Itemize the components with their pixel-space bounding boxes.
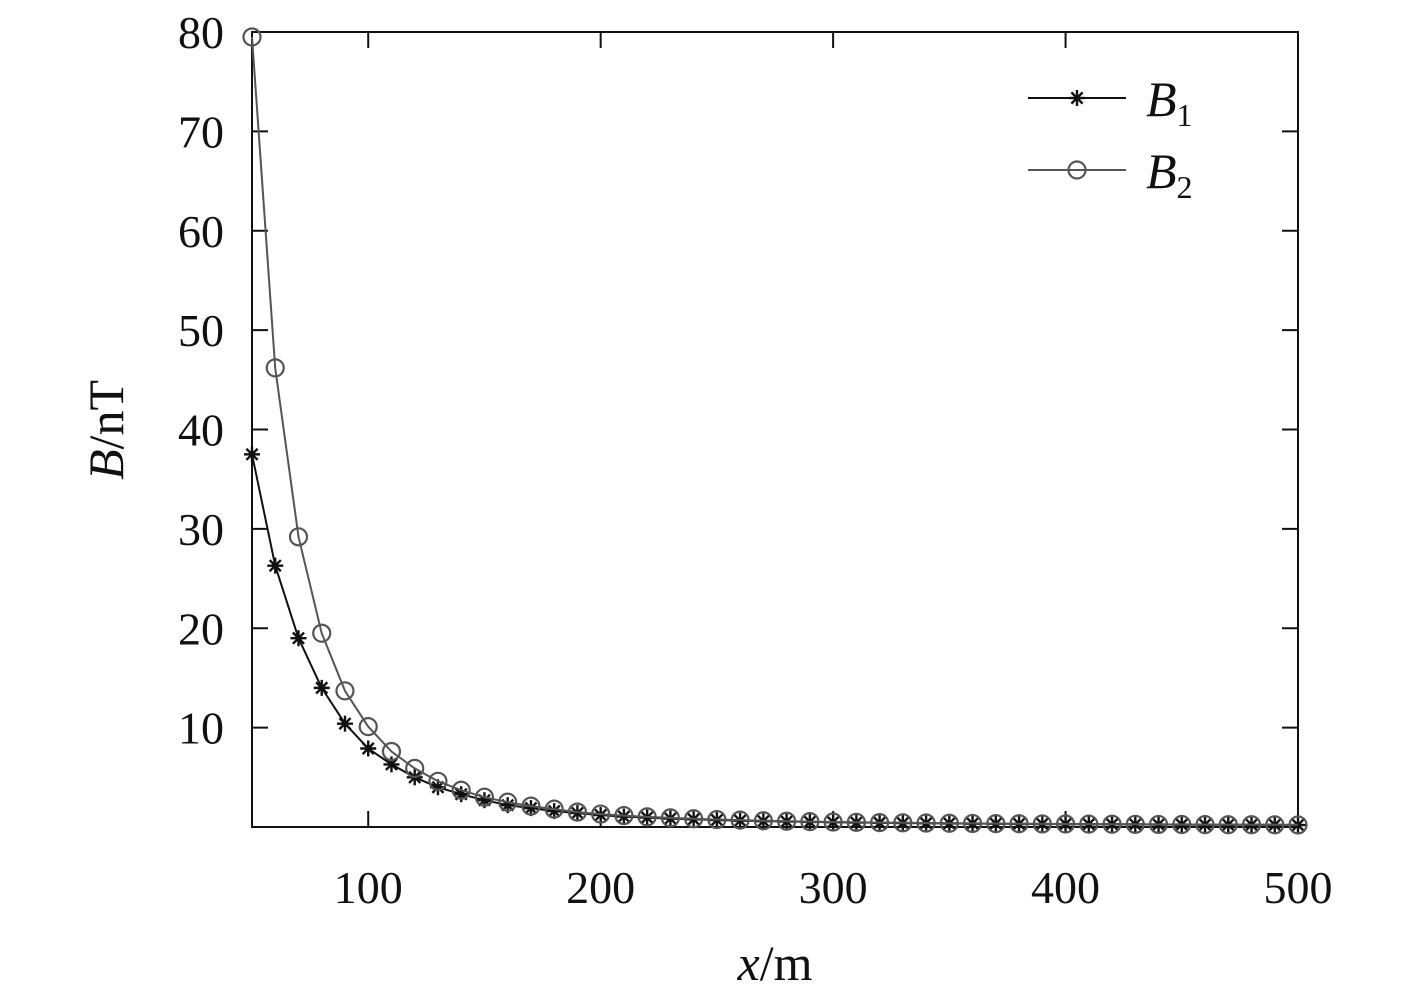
point-B2-500	[1288, 815, 1308, 835]
point-B2-170	[521, 796, 541, 816]
y-axis-label: B/nT	[78, 380, 134, 480]
point-B2-220	[637, 807, 657, 827]
point-B2-70	[288, 527, 309, 547]
point-B2-150	[474, 787, 495, 807]
legend-item-B1: B1	[1028, 71, 1193, 133]
y-tick-label-70: 70	[178, 106, 224, 157]
axis-ticks: 100 200 300 400 500 10 20 30 40 50 60 70 80	[178, 7, 1333, 913]
point-B2-200	[591, 804, 611, 824]
point-B2-400	[1055, 814, 1076, 834]
point-B2-320	[869, 813, 890, 833]
point-B1-90	[336, 715, 353, 732]
point-B2-490	[1265, 815, 1285, 835]
point-B2-330	[893, 813, 913, 833]
point-B2-90	[335, 681, 355, 701]
point-B2-60	[265, 358, 285, 378]
point-B2-470	[1218, 815, 1238, 835]
point-B2-380	[1009, 814, 1029, 834]
point-B2-270	[753, 811, 773, 831]
legend-item-B2: B2	[1028, 143, 1193, 205]
point-B2-420	[1102, 814, 1122, 834]
point-B2-230	[660, 808, 681, 828]
point-B2-160	[498, 792, 518, 812]
point-B2-370	[986, 814, 1006, 834]
point-B2-240	[684, 809, 704, 829]
point-B1-180	[546, 803, 563, 820]
x-tick-label-400: 400	[1031, 862, 1100, 913]
x-tick-label-100: 100	[334, 862, 403, 913]
legend-marker	[1067, 160, 1087, 180]
point-B2-50	[242, 27, 262, 47]
point-B2-300	[823, 812, 843, 832]
point-B2-260	[730, 810, 750, 830]
series-line-B1	[251, 454, 1299, 826]
series-layer	[242, 27, 1308, 835]
y-tick-label-50: 50	[178, 305, 224, 356]
point-B1-70	[290, 630, 307, 647]
point-B2-210	[614, 805, 634, 826]
point-B2-460	[1195, 815, 1215, 835]
point-B2-280	[777, 811, 797, 831]
point-B2-250	[707, 809, 727, 830]
point-B2-100	[358, 717, 378, 737]
point-B1-80	[313, 679, 330, 696]
legend-label: B2	[1146, 143, 1193, 205]
point-B2-440	[1148, 814, 1169, 835]
series-line-B2	[251, 36, 1299, 826]
y-tick-label-40: 40	[178, 405, 224, 456]
point-B2-310	[846, 812, 866, 832]
x-tick-label-200: 200	[566, 862, 635, 913]
point-B2-340	[916, 813, 936, 833]
point-B2-450	[1172, 814, 1192, 835]
y-tick-label-60: 60	[178, 206, 224, 257]
x-tick-label-300: 300	[799, 862, 868, 913]
legend-marker	[1069, 90, 1085, 106]
series-B2	[242, 27, 1308, 835]
legend-label: B1	[1146, 71, 1193, 133]
point-B2-180	[544, 799, 564, 819]
point-B2-360	[962, 813, 983, 834]
point-B2-120	[405, 758, 425, 778]
x-axis-label: x/m	[737, 935, 813, 991]
y-tick-label-30: 30	[178, 504, 224, 555]
point-B2-140	[451, 780, 471, 800]
x-tick-label-500: 500	[1264, 862, 1333, 913]
y-tick-label-20: 20	[178, 603, 224, 654]
point-B2-480	[1241, 815, 1262, 835]
point-B1-60	[267, 557, 284, 574]
point-B2-410	[1079, 814, 1099, 834]
point-B2-350	[939, 813, 959, 833]
point-B2-130	[428, 771, 448, 791]
point-B2-290	[800, 812, 820, 832]
point-B2-430	[1125, 814, 1145, 834]
series-B1	[244, 446, 1306, 834]
y-tick-label-80: 80	[178, 7, 224, 58]
point-B2-190	[567, 802, 588, 822]
point-B1-170	[522, 800, 539, 817]
point-B1-50	[244, 446, 260, 463]
point-B2-110	[381, 741, 402, 762]
plot-frame	[251, 31, 1299, 828]
y-tick-label-10: 10	[178, 703, 224, 754]
point-B2-390	[1032, 814, 1052, 834]
point-B2-80	[312, 623, 332, 643]
point-B1-100	[360, 740, 377, 757]
